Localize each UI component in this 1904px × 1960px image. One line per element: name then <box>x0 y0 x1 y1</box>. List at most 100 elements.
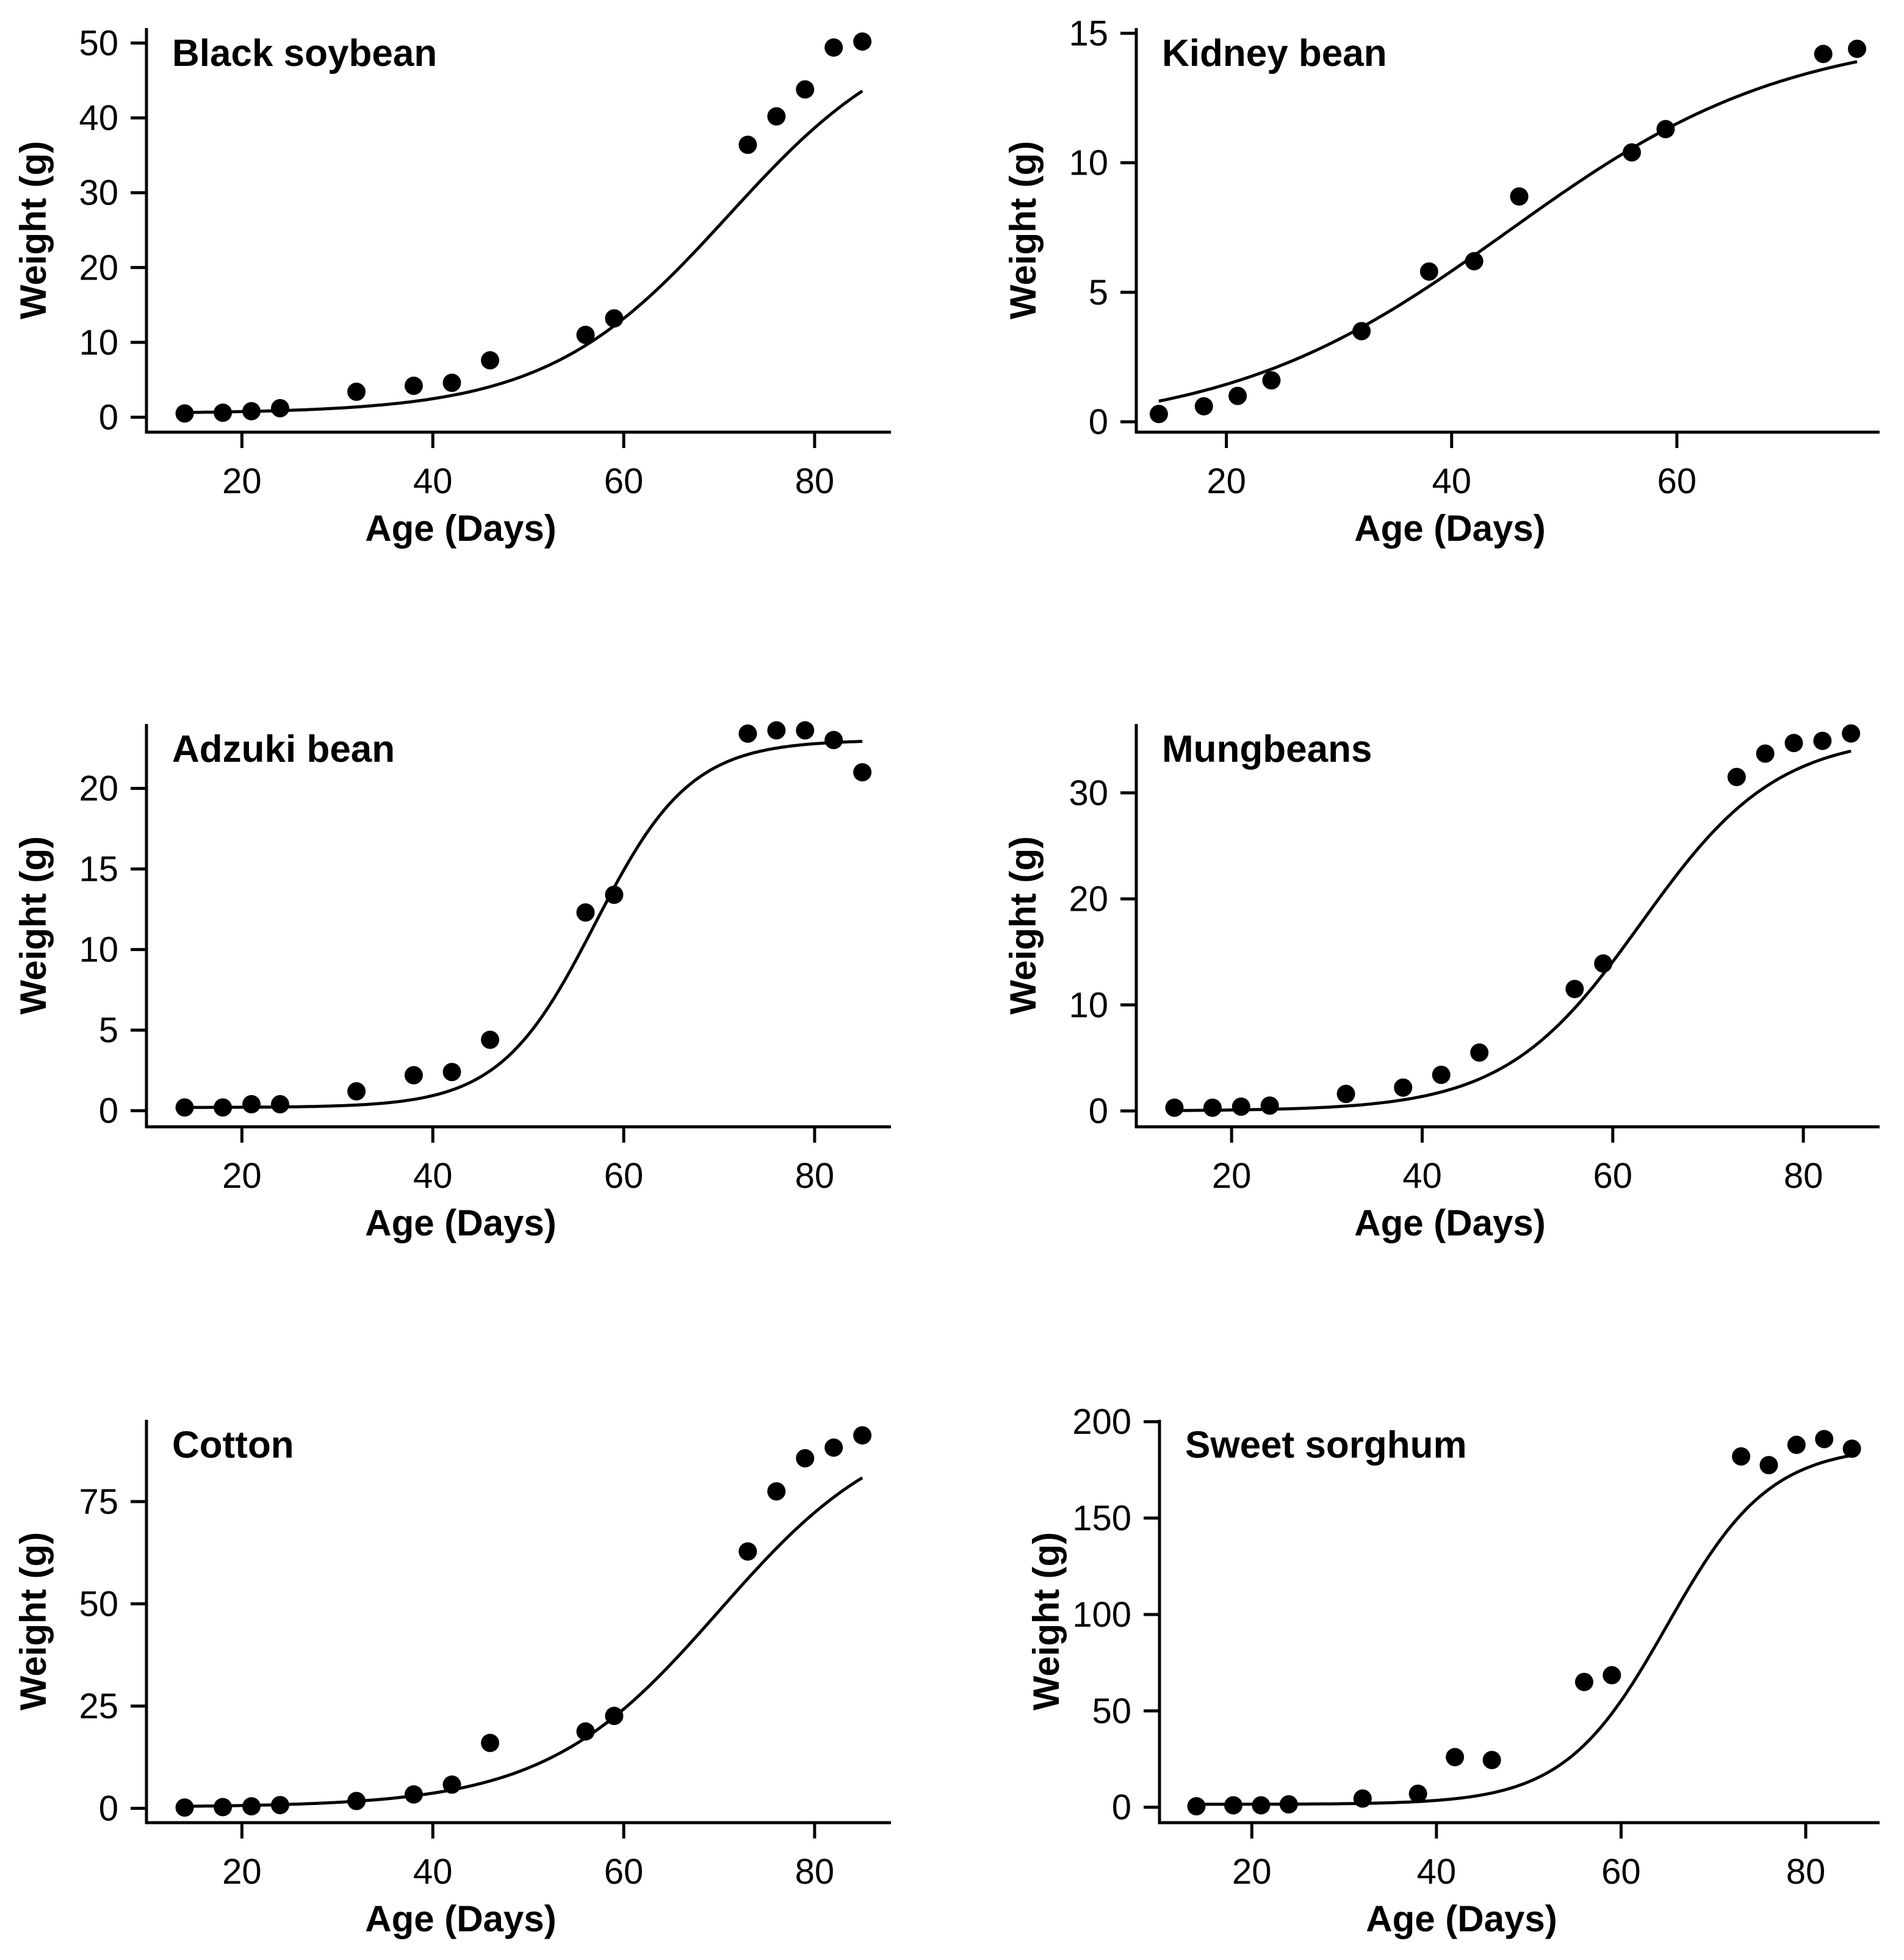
chart-panel-3: 20 40 60 80 0 5 10 15 20 Age (Days) Weight (g) Adzu… <box>13 721 891 1243</box>
y-tick-label: 0 <box>99 1091 118 1131</box>
data-point <box>270 1095 289 1114</box>
y-tick-label: 100 <box>1072 1595 1131 1635</box>
data-point <box>1279 1795 1298 1814</box>
x-tick-label: 40 <box>1402 1156 1442 1196</box>
data-point <box>481 1030 500 1049</box>
fitted-curve <box>1196 1453 1853 1806</box>
y-tick-label: 20 <box>79 769 118 809</box>
x-tick-label: 60 <box>1657 461 1697 501</box>
x-tick-label: 40 <box>1417 1852 1457 1892</box>
data-point <box>605 885 624 904</box>
y-tick-label: 30 <box>1069 773 1108 813</box>
x-tick-label: 80 <box>795 1156 835 1196</box>
chart-panel-6: 20 40 60 80 0 50 100 150 200 Age (Days) Weight (g)… <box>1026 1402 1880 1939</box>
data-point <box>1732 1447 1751 1466</box>
y-axis-title: Weight (g) <box>13 836 54 1014</box>
data-point <box>347 382 366 401</box>
fitted-curve <box>1174 750 1852 1112</box>
data-point <box>853 763 872 782</box>
data-point <box>1815 1430 1834 1448</box>
data-point <box>270 399 289 418</box>
panel-title: Black soybean <box>172 32 437 74</box>
data-point <box>1756 744 1775 763</box>
data-point <box>738 1542 757 1561</box>
y-tick-label: 10 <box>1069 143 1108 183</box>
chart-panel-4: 20 40 60 80 0 10 20 30 Age (Days) Weight (g) Mungb… <box>1003 724 1880 1243</box>
x-tick-label: 60 <box>604 1156 644 1196</box>
chart-panel-1: 20 40 60 80 0 10 20 30 40 50 Age (Days) Weight (g) B… <box>13 24 891 549</box>
data-point <box>1231 1098 1250 1116</box>
y-tick-label: 15 <box>79 850 118 889</box>
y-tick-label: 25 <box>79 1687 118 1726</box>
y-tick-label: 10 <box>79 930 118 970</box>
y-axis-title: Weight (g) <box>1026 1532 1067 1710</box>
y-tick-label: 0 <box>1112 1788 1131 1828</box>
y-tick-label: 40 <box>79 98 118 138</box>
data-point <box>824 731 843 750</box>
data-point <box>175 404 194 423</box>
data-point <box>270 1796 289 1815</box>
data-point <box>1727 767 1746 786</box>
data-point <box>214 403 233 422</box>
data-point <box>738 724 757 743</box>
data-point <box>1228 386 1247 405</box>
y-axis-title: Weight (g) <box>13 141 54 319</box>
x-tick-label: 40 <box>1432 461 1471 501</box>
data-point <box>767 721 786 740</box>
data-point <box>404 1066 423 1085</box>
data-point <box>1574 1673 1593 1691</box>
x-tick-label: 40 <box>413 461 453 501</box>
data-point <box>1352 322 1371 341</box>
fitted-curve <box>184 1476 864 1808</box>
x-tick-label: 80 <box>795 461 835 501</box>
y-axis-title: Weight (g) <box>1003 836 1044 1014</box>
data-point <box>1842 1439 1861 1458</box>
data-point <box>1594 954 1613 973</box>
y-tick-label: 30 <box>79 173 118 213</box>
y-tick-label: 75 <box>79 1482 118 1522</box>
data-point <box>1814 45 1833 63</box>
x-tick-label: 20 <box>222 1156 262 1196</box>
data-point <box>767 107 786 126</box>
x-tick-label: 40 <box>413 1156 453 1196</box>
data-point <box>1353 1789 1372 1808</box>
x-tick-label: 60 <box>604 461 644 501</box>
data-point <box>1194 397 1213 416</box>
data-point <box>738 136 757 154</box>
data-point <box>576 1722 595 1741</box>
data-point <box>175 1098 194 1117</box>
x-axis-title: Age (Days) <box>1354 508 1545 549</box>
data-point <box>1262 371 1281 390</box>
data-point <box>1565 980 1584 999</box>
y-tick-label: 5 <box>99 1011 118 1051</box>
data-point <box>824 1438 843 1457</box>
y-tick-label: 50 <box>79 24 118 63</box>
data-point <box>1623 143 1641 162</box>
y-tick-label: 0 <box>1089 402 1108 442</box>
data-point <box>1203 1098 1222 1117</box>
data-point <box>1603 1666 1621 1685</box>
data-point <box>1813 731 1832 750</box>
panel-title: Mungbeans <box>1162 728 1372 770</box>
x-tick-label: 80 <box>1784 1156 1823 1196</box>
data-point <box>1260 1096 1279 1115</box>
x-axis-title: Age (Days) <box>1354 1202 1545 1243</box>
y-tick-label: 20 <box>1069 880 1108 919</box>
data-point <box>1470 1043 1489 1062</box>
y-tick-label: 10 <box>1069 985 1108 1025</box>
y-tick-label: 50 <box>1092 1691 1131 1731</box>
data-point <box>1419 262 1438 281</box>
panel-title: Kidney bean <box>1162 32 1387 74</box>
data-point <box>1848 39 1867 58</box>
data-point <box>442 1775 461 1794</box>
data-point <box>1252 1796 1271 1815</box>
x-tick-label: 60 <box>1593 1156 1633 1196</box>
data-point <box>214 1798 233 1817</box>
chart-panel-5: 20 40 60 80 0 25 50 75 Age (Days) Weight (g) Cotto… <box>13 1420 891 1939</box>
data-point <box>442 374 461 392</box>
x-axis-title: Age (Days) <box>365 1898 556 1939</box>
data-point <box>1784 734 1803 753</box>
data-point <box>576 325 595 344</box>
x-tick-label: 20 <box>1232 1852 1272 1892</box>
